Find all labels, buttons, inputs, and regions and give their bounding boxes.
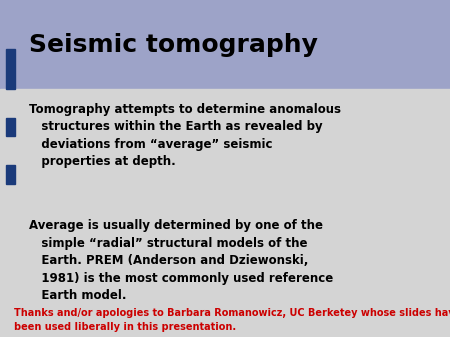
Text: Tomography attempts to determine anomalous
   structures within the Earth as rev: Tomography attempts to determine anomalo…	[29, 103, 341, 168]
Bar	[6, 165, 15, 184]
Text: Average is usually determined by one of the
   simple “radial” structural models: Average is usually determined by one of …	[29, 219, 333, 302]
Text: Thanks and/or apologies to Barbara Romanowicz, UC Berketey whose slides have
bee: Thanks and/or apologies to Barbara Roman…	[14, 308, 450, 332]
Bar	[6, 49, 15, 89]
Bar	[6, 118, 15, 136]
Bar	[0, 89, 450, 337]
Text: Seismic tomography: Seismic tomography	[29, 33, 318, 57]
Bar	[0, 0, 450, 89]
